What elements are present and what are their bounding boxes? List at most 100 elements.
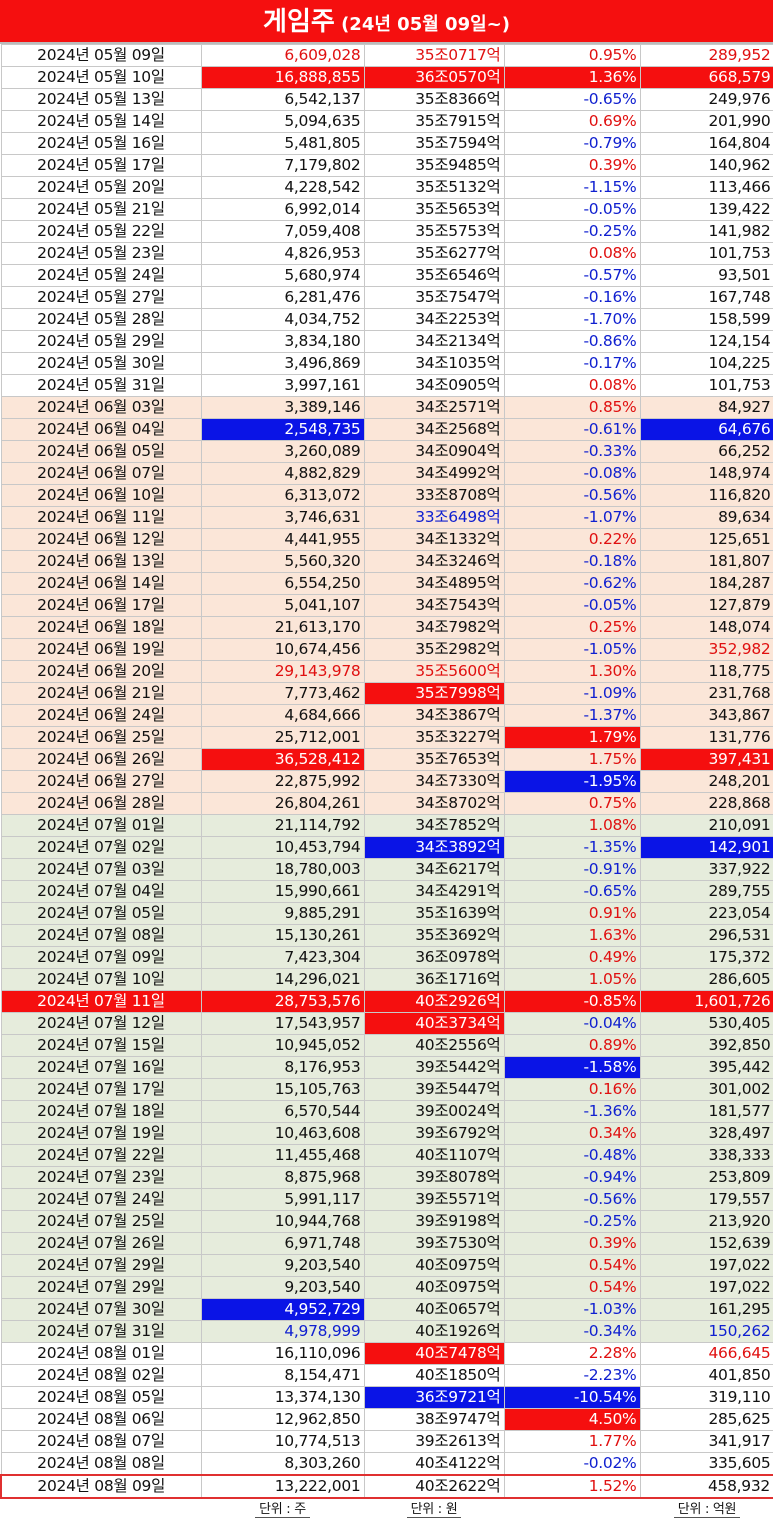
change-rate-cell: -1.37% xyxy=(504,705,640,727)
trade-amount-cell: 158,599 xyxy=(640,309,773,331)
market-cap-cell: 39조5442억 xyxy=(364,1057,504,1079)
volume-cell: 3,496,869 xyxy=(201,353,364,375)
volume-cell: 4,978,999 xyxy=(201,1321,364,1343)
volume-cell: 5,094,635 xyxy=(201,111,364,133)
date-cell: 2024년 08월 06일 xyxy=(1,1409,201,1431)
market-cap-cell: 40조1850억 xyxy=(364,1365,504,1387)
title-main: 게임주 xyxy=(263,7,335,37)
volume-cell: 7,773,462 xyxy=(201,683,364,705)
change-rate-cell: -0.34% xyxy=(504,1321,640,1343)
market-cap-cell: 34조1035억 xyxy=(364,353,504,375)
trade-amount-cell: 253,809 xyxy=(640,1167,773,1189)
date-cell: 2024년 06월 04일 xyxy=(1,419,201,441)
volume-cell: 9,203,540 xyxy=(201,1277,364,1299)
trade-amount-cell: 201,990 xyxy=(640,111,773,133)
market-cap-cell: 39조8078억 xyxy=(364,1167,504,1189)
date-cell: 2024년 07월 30일 xyxy=(1,1299,201,1321)
volume-cell: 6,609,028 xyxy=(201,45,364,67)
date-cell: 2024년 08월 01일 xyxy=(1,1343,201,1365)
volume-cell: 21,613,170 xyxy=(201,617,364,639)
market-cap-cell: 39조5571억 xyxy=(364,1189,504,1211)
market-cap-cell: 35조2982억 xyxy=(364,639,504,661)
market-cap-cell: 34조3246억 xyxy=(364,551,504,573)
trade-amount-cell: 93,501 xyxy=(640,265,773,287)
market-cap-cell: 35조7915억 xyxy=(364,111,504,133)
change-rate-cell: 1.05% xyxy=(504,969,640,991)
trade-amount-cell: 231,768 xyxy=(640,683,773,705)
market-cap-cell: 34조4992억 xyxy=(364,463,504,485)
trade-amount-cell: 101,753 xyxy=(640,243,773,265)
volume-cell: 22,875,992 xyxy=(201,771,364,793)
volume-cell: 25,712,001 xyxy=(201,727,364,749)
market-cap-cell: 34조2568억 xyxy=(364,419,504,441)
date-cell: 2024년 08월 09일 xyxy=(1,1475,201,1498)
unit-label-col4: 단위 : 억원 xyxy=(640,1498,773,1520)
volume-cell: 6,281,476 xyxy=(201,287,364,309)
change-rate-cell: 0.34% xyxy=(504,1123,640,1145)
volume-cell: 6,971,748 xyxy=(201,1233,364,1255)
change-rate-cell: -1.07% xyxy=(504,507,640,529)
market-cap-cell: 40조0657억 xyxy=(364,1299,504,1321)
trade-amount-cell: 337,922 xyxy=(640,859,773,881)
volume-cell: 3,746,631 xyxy=(201,507,364,529)
trade-amount-cell: 118,775 xyxy=(640,661,773,683)
trade-amount-cell: 286,605 xyxy=(640,969,773,991)
change-rate-cell: -0.86% xyxy=(504,331,640,353)
trade-amount-cell: 150,262 xyxy=(640,1321,773,1343)
volume-cell: 4,228,542 xyxy=(201,177,364,199)
change-rate-cell: -0.61% xyxy=(504,419,640,441)
change-rate-cell: 0.08% xyxy=(504,243,640,265)
date-cell: 2024년 06월 14일 xyxy=(1,573,201,595)
market-cap-cell: 34조4291억 xyxy=(364,881,504,903)
market-cap-cell: 40조0975억 xyxy=(364,1255,504,1277)
volume-cell: 7,423,304 xyxy=(201,947,364,969)
change-rate-cell: -0.25% xyxy=(504,1211,640,1233)
change-rate-cell: 0.85% xyxy=(504,397,640,419)
trade-amount-cell: 466,645 xyxy=(640,1343,773,1365)
market-cap-cell: 36조0570억 xyxy=(364,67,504,89)
trade-amount-cell: 341,917 xyxy=(640,1431,773,1453)
change-rate-cell: -0.05% xyxy=(504,199,640,221)
trade-amount-cell: 148,074 xyxy=(640,617,773,639)
change-rate-cell: -0.62% xyxy=(504,573,640,595)
change-rate-cell: 1.63% xyxy=(504,925,640,947)
volume-cell: 6,570,544 xyxy=(201,1101,364,1123)
change-rate-cell: 0.75% xyxy=(504,793,640,815)
trade-amount-cell: 335,605 xyxy=(640,1453,773,1476)
volume-cell: 4,826,953 xyxy=(201,243,364,265)
change-rate-cell: -1.09% xyxy=(504,683,640,705)
market-cap-cell: 34조2253억 xyxy=(364,309,504,331)
date-cell: 2024년 05월 10일 xyxy=(1,67,201,89)
change-rate-cell: 0.16% xyxy=(504,1079,640,1101)
trade-amount-cell: 116,820 xyxy=(640,485,773,507)
unit-label: 단위 : 주 xyxy=(255,1502,310,1518)
date-cell: 2024년 06월 24일 xyxy=(1,705,201,727)
date-cell: 2024년 07월 26일 xyxy=(1,1233,201,1255)
date-cell: 2024년 05월 23일 xyxy=(1,243,201,265)
volume-cell: 4,882,829 xyxy=(201,463,364,485)
volume-cell: 12,962,850 xyxy=(201,1409,364,1431)
date-cell: 2024년 05월 09일 xyxy=(1,45,201,67)
date-cell: 2024년 06월 13일 xyxy=(1,551,201,573)
market-cap-cell: 35조7594억 xyxy=(364,133,504,155)
